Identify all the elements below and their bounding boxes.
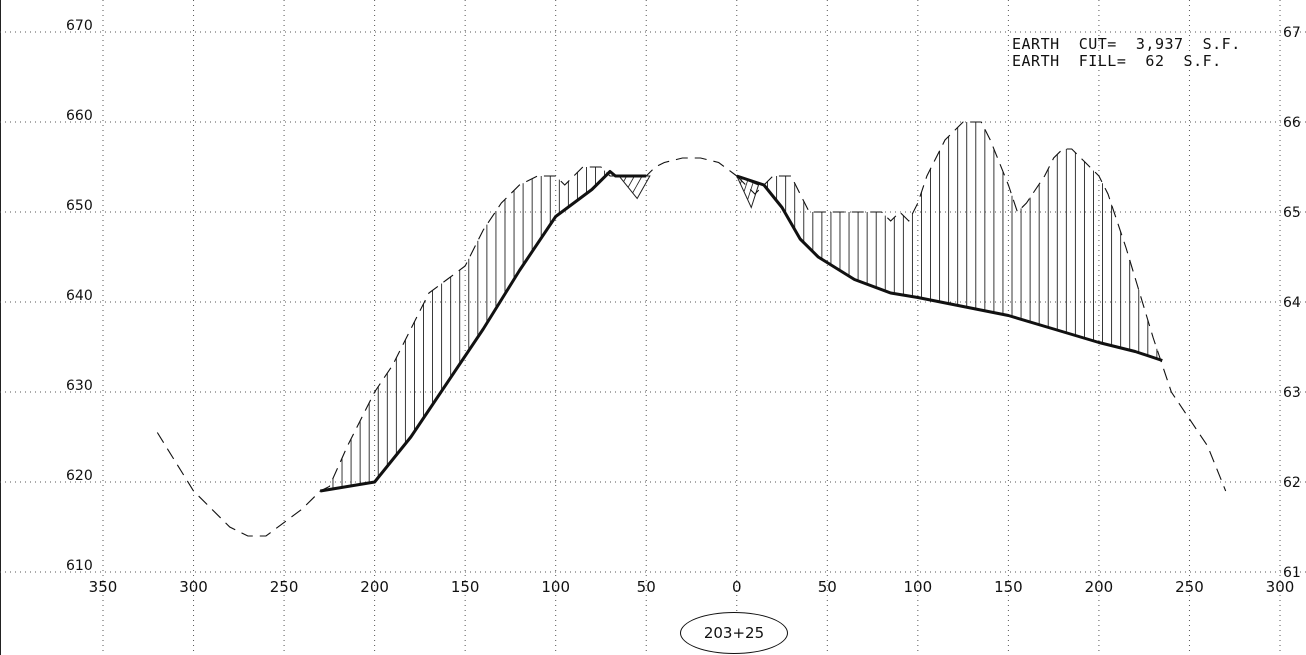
y-tick-label-right: 67 [1283, 25, 1301, 41]
x-tick-label: 250 [1175, 578, 1204, 596]
x-tick-label: 350 [89, 578, 118, 596]
x-tick-label: 300 [179, 578, 208, 596]
cut-hatch [323, 122, 1158, 491]
earth-fill-label: EARTH FILL= 62 S.F. [1012, 52, 1222, 70]
x-tick-label: 100 [541, 578, 570, 596]
fill-region [618, 175, 651, 200]
design-grade-line [320, 170, 647, 493]
y-tick-label-left: 650 [66, 198, 93, 214]
x-tick-label: 150 [994, 578, 1023, 596]
earth-cut-label: EARTH CUT= 3,937 S.F. [1012, 35, 1241, 53]
y-tick-label-left: 670 [66, 18, 93, 34]
fill-hatch [618, 175, 760, 209]
fill-hatch-line [627, 175, 635, 188]
existing-ground-line [156, 157, 738, 537]
x-tick-label: 50 [637, 578, 656, 596]
earthwork-annotation: EARTH CUT= 3,937 S.F. EARTH FILL= 62 S.F… [1012, 36, 1241, 70]
x-tick-label: 200 [360, 578, 389, 596]
y-tick-label-left: 620 [66, 468, 93, 484]
fill-hatch-line [743, 180, 749, 192]
y-tick-label-left: 610 [66, 558, 93, 574]
profile-lines [156, 121, 1227, 537]
x-tick-label: 150 [451, 578, 480, 596]
station-label-text: 203+25 [703, 624, 765, 642]
y-tick-label-right: 64 [1283, 295, 1301, 311]
y-tick-label-left: 660 [66, 108, 93, 124]
y-tick-label-right: 63 [1283, 385, 1301, 401]
design-grade-line [736, 174, 1163, 362]
x-tick-label: 200 [1085, 578, 1114, 596]
x-tick-label: 100 [904, 578, 933, 596]
y-tick-label-right: 62 [1283, 475, 1301, 491]
y-tick-label-right: 66 [1283, 115, 1301, 131]
tick-labels: 610 61 620 62 630 63 640 64 650 65 660 66 670 67 350 30… [66, 18, 1301, 596]
existing-ground-line [736, 121, 1227, 492]
x-tick-label: 0 [732, 578, 742, 596]
station-label: 203+25 [680, 612, 788, 654]
y-tick-label-left: 640 [66, 288, 93, 304]
fill-hatch-line [632, 175, 643, 194]
y-tick-label-right: 61 [1283, 565, 1301, 581]
y-tick-label-right: 65 [1283, 205, 1301, 221]
x-tick-label: 300 [1266, 578, 1295, 596]
y-tick-label-left: 630 [66, 378, 93, 394]
x-tick-label: 250 [270, 578, 299, 596]
x-tick-label: 50 [818, 578, 837, 596]
fill-hatch-line [747, 182, 754, 200]
